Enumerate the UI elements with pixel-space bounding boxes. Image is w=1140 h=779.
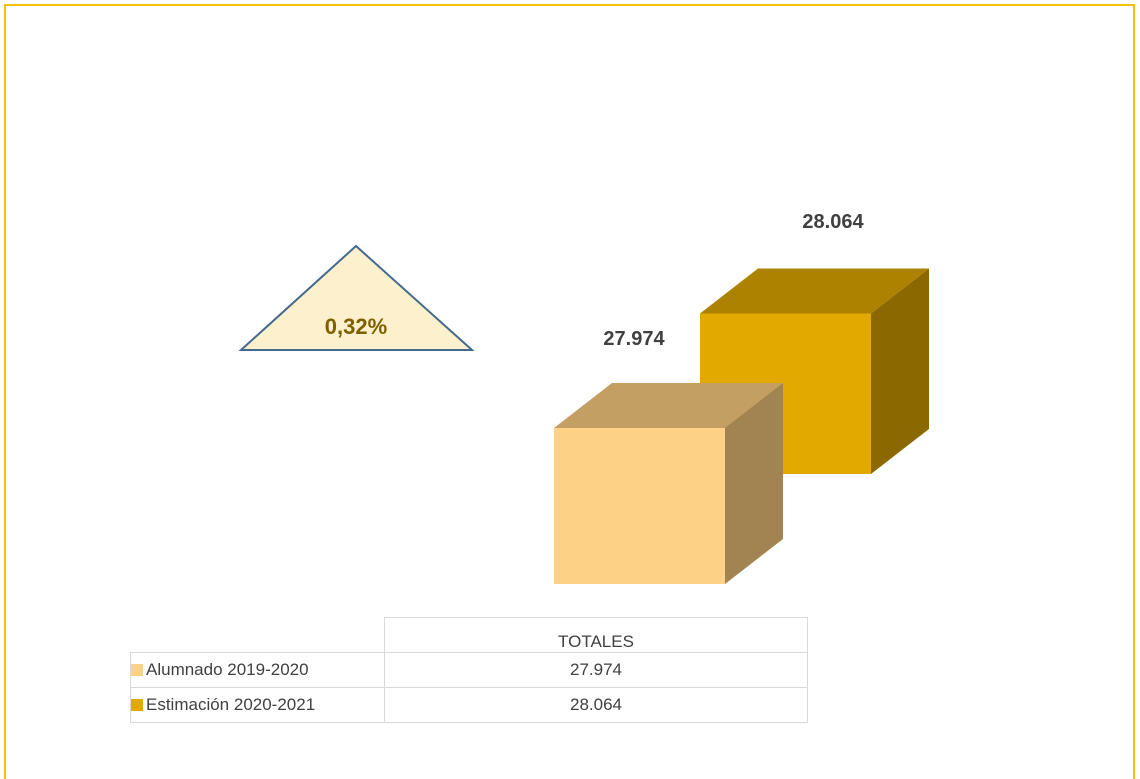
table-cell-value: 28.064 [384, 687, 808, 723]
data-table: TOTALES Alumnado 2019-2020 27.974 Estima… [130, 617, 808, 723]
legend-key-estimacion [131, 699, 143, 711]
data-table-header-row: TOTALES [130, 617, 808, 653]
change-triangle [238, 244, 475, 351]
bar-alumnado-side [725, 383, 783, 584]
chart-frame [4, 4, 1135, 779]
legend-label: Alumnado 2019-2020 [146, 660, 309, 679]
legend-key-alumnado [131, 664, 143, 676]
change-percent-label: 0,32% [325, 314, 387, 339]
table-row: Estimación 2020-2021 28.064 [130, 687, 808, 723]
bar-alumnado-2019-2020 [554, 383, 783, 584]
bar-estimacion-side [871, 268, 929, 474]
legend-entry-alumnado: Alumnado 2019-2020 [130, 652, 385, 688]
bar-alumnado-top [554, 383, 783, 428]
data-table-corner [130, 617, 385, 653]
data-table-header: TOTALES [384, 617, 808, 653]
bar-alumnado-front [554, 428, 725, 584]
table-cell-value: 27.974 [384, 652, 808, 688]
legend-entry-estimacion: Estimación 2020-2021 [130, 687, 385, 723]
legend-label: Estimación 2020-2021 [146, 695, 316, 714]
table-row: Alumnado 2019-2020 27.974 [130, 652, 808, 688]
data-label-estimacion: 28.064 [802, 211, 864, 233]
data-label-alumnado: 27.974 [603, 328, 665, 350]
bar-estimacion-top [700, 268, 929, 314]
